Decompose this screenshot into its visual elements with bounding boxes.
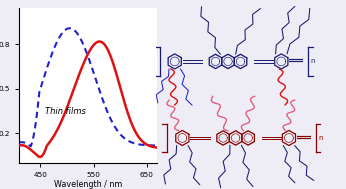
Text: Thin films: Thin films <box>45 107 85 116</box>
X-axis label: Wavelength / nm: Wavelength / nm <box>54 180 122 189</box>
Text: n: n <box>311 58 315 64</box>
Text: n: n <box>318 135 323 141</box>
